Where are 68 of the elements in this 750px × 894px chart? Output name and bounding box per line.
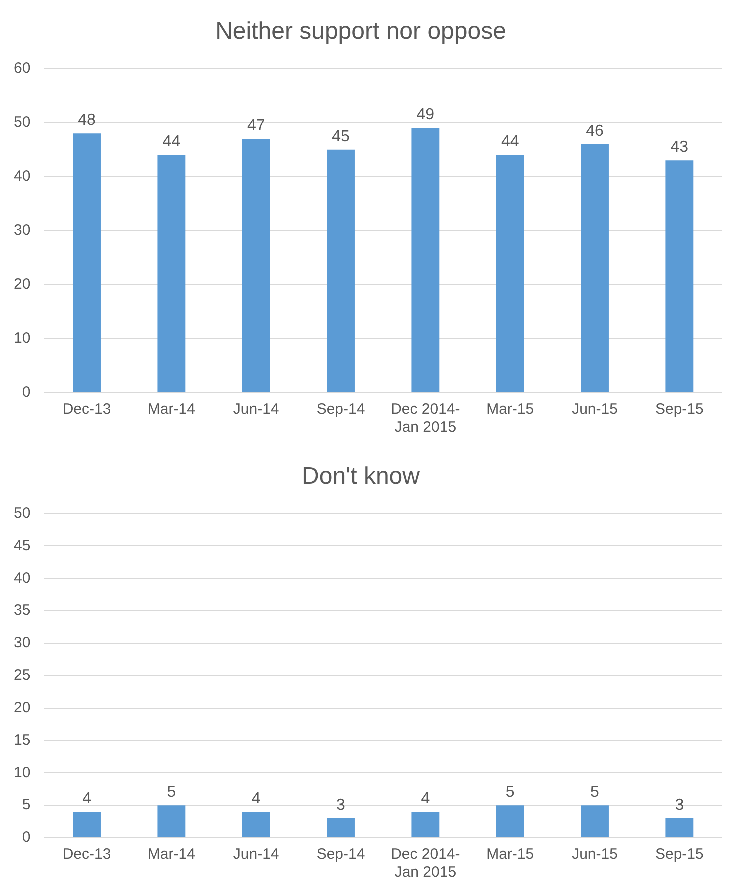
- x-tick-label: Mar-14: [148, 401, 196, 418]
- bar: [666, 818, 694, 838]
- x-tick-label: Mar-14: [148, 846, 196, 864]
- x-tick-label: Dec-13: [62, 846, 112, 864]
- x-tick-label: Dec 2014-Jan 2015: [391, 846, 460, 882]
- data-label: 4: [421, 790, 430, 808]
- y-tick-label: 40: [14, 570, 31, 587]
- y-tick-label: 50: [14, 504, 31, 522]
- bar: [581, 806, 609, 838]
- data-label: 43: [670, 139, 689, 156]
- y-tick-label: 10: [14, 330, 31, 348]
- bar: [412, 128, 440, 392]
- bar: [581, 144, 609, 392]
- y-tick-label: 35: [14, 602, 31, 620]
- bar: [666, 160, 694, 392]
- data-label: 3: [675, 796, 684, 814]
- data-label: 44: [501, 134, 520, 151]
- bar: [73, 134, 101, 392]
- y-tick-label: 40: [14, 168, 31, 186]
- y-tick-label: 45: [14, 537, 31, 554]
- bar: [327, 818, 355, 838]
- data-label: 4: [252, 790, 261, 808]
- x-tick-label: Sep-15: [655, 846, 704, 864]
- bar: [496, 806, 524, 838]
- data-label: 5: [506, 784, 515, 801]
- data-label: 44: [162, 134, 181, 151]
- x-tick-label: Jun-14: [233, 401, 280, 418]
- x-tick-label: Jun-15: [572, 846, 618, 864]
- data-label: 47: [247, 117, 266, 134]
- x-tick-label: Jun-14: [233, 846, 280, 864]
- data-label: 5: [590, 784, 600, 801]
- y-tick-label: 20: [14, 699, 31, 716]
- y-tick-label: 60: [14, 60, 31, 77]
- y-tick-label: 30: [14, 222, 31, 240]
- data-label: 3: [336, 796, 346, 814]
- x-tick-label: Sep-14: [316, 846, 366, 864]
- y-tick-label: 20: [14, 276, 31, 294]
- chart-title: Neither support nor oppose: [216, 18, 506, 46]
- y-tick-label: 0: [22, 384, 31, 402]
- data-label: 4: [82, 790, 92, 808]
- bar: [496, 155, 524, 392]
- y-tick-label: 0: [22, 829, 31, 846]
- bar: [73, 812, 101, 838]
- y-tick-label: 5: [22, 796, 31, 814]
- bar: [242, 812, 270, 838]
- data-label: 46: [586, 122, 604, 140]
- x-tick-label: Dec 2014-Jan 2015: [391, 401, 460, 436]
- y-tick-label: 30: [14, 634, 31, 652]
- y-tick-label: 15: [14, 732, 31, 749]
- bar: [327, 150, 355, 392]
- bar: [242, 139, 270, 392]
- data-label: 49: [416, 106, 435, 124]
- bar: [158, 155, 186, 392]
- chart-title: Don't know: [302, 463, 421, 490]
- y-tick-label: 10: [14, 764, 31, 782]
- y-tick-label: 25: [14, 667, 31, 684]
- bar: [412, 812, 440, 838]
- x-tick-label: Mar-15: [486, 401, 534, 418]
- x-tick-label: Jun-15: [572, 401, 618, 418]
- x-tick-label: Sep-15: [655, 401, 704, 418]
- y-tick-label: 50: [14, 114, 31, 131]
- x-tick-label: Sep-14: [316, 401, 366, 418]
- data-label: 45: [332, 128, 350, 146]
- data-label: 48: [78, 112, 96, 130]
- x-tick-label: Dec-13: [62, 401, 112, 418]
- x-tick-label: Mar-15: [486, 846, 534, 864]
- bar: [158, 806, 186, 838]
- data-label: 5: [167, 784, 176, 801]
